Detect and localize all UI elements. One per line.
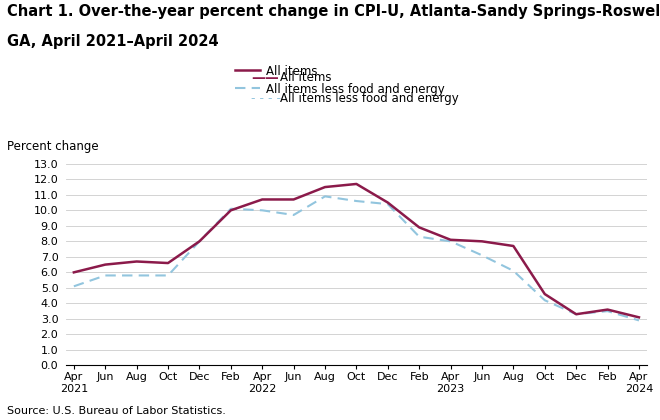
- All items: [541, 291, 548, 297]
- All items less food and energy: [541, 298, 548, 303]
- All items less food and energy: [258, 208, 266, 213]
- All items: [321, 184, 329, 189]
- All items: [101, 262, 109, 267]
- All items: [195, 239, 203, 244]
- All items less food and energy: [195, 239, 203, 244]
- All items: [415, 225, 423, 230]
- Text: Source: U.S. Bureau of Labor Statistics.: Source: U.S. Bureau of Labor Statistics.: [7, 406, 226, 416]
- All items less food and energy: [415, 234, 423, 239]
- Line: All items: All items: [74, 184, 639, 318]
- All items: [258, 197, 266, 202]
- All items less food and energy: [510, 268, 517, 273]
- All items: [290, 197, 298, 202]
- All items less food and energy: [635, 318, 643, 323]
- Text: - - - -: - - - -: [251, 92, 280, 105]
- All items less food and energy: [572, 312, 580, 317]
- All items: [164, 260, 172, 265]
- All items less food and energy: [70, 284, 78, 289]
- Text: All items less food and energy: All items less food and energy: [280, 92, 459, 105]
- All items less food and energy: [447, 239, 455, 244]
- All items: [478, 239, 486, 244]
- All items: [352, 181, 360, 186]
- All items less food and energy: [164, 273, 172, 278]
- All items: [70, 270, 78, 275]
- Text: GA, April 2021–April 2024: GA, April 2021–April 2024: [7, 34, 218, 49]
- All items: [384, 200, 392, 205]
- All items: [604, 307, 612, 312]
- All items: [572, 312, 580, 317]
- All items less food and energy: [290, 213, 298, 218]
- Legend: All items, All items less food and energy: All items, All items less food and energ…: [234, 65, 445, 96]
- All items less food and energy: [227, 206, 235, 211]
- All items less food and energy: [352, 199, 360, 204]
- All items: [635, 315, 643, 320]
- All items: [227, 208, 235, 213]
- All items: [510, 244, 517, 249]
- All items less food and energy: [478, 253, 486, 258]
- Text: Percent change: Percent change: [7, 140, 98, 153]
- All items: [447, 237, 455, 242]
- All items less food and energy: [321, 194, 329, 199]
- All items: [133, 259, 141, 264]
- Text: ——: ——: [251, 71, 279, 85]
- All items less food and energy: [101, 273, 109, 278]
- All items less food and energy: [384, 202, 392, 207]
- Text: All items: All items: [280, 71, 332, 84]
- All items less food and energy: [133, 273, 141, 278]
- All items less food and energy: [604, 309, 612, 314]
- Line: All items less food and energy: All items less food and energy: [74, 197, 639, 320]
- Text: Chart 1. Over-the-year percent change in CPI-U, Atlanta-Sandy Springs-Roswell,: Chart 1. Over-the-year percent change in…: [7, 4, 660, 19]
